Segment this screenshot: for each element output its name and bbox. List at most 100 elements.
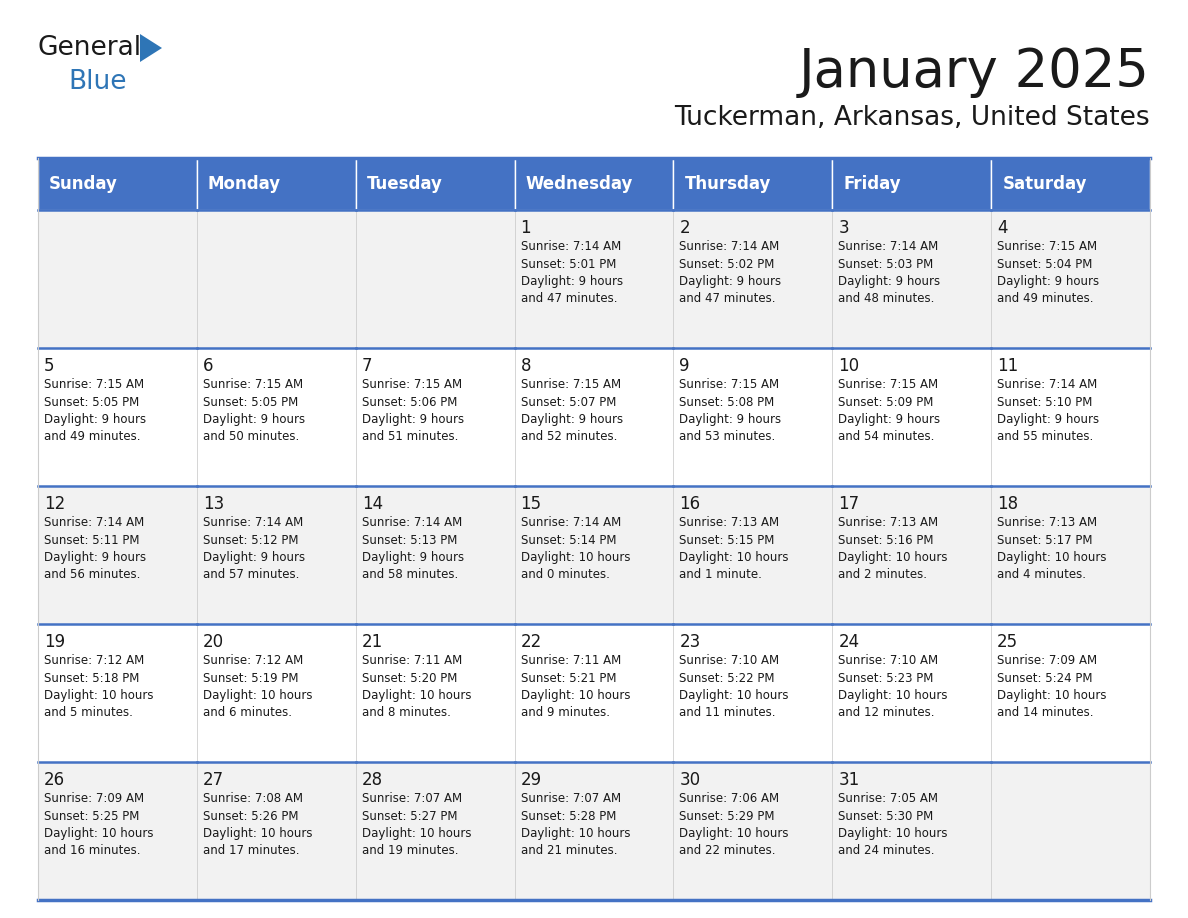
Bar bbox=[674, 624, 833, 762]
Text: Sunrise: 7:15 AM
Sunset: 5:07 PM
Daylight: 9 hours
and 52 minutes.: Sunrise: 7:15 AM Sunset: 5:07 PM Dayligh… bbox=[520, 378, 623, 443]
Text: 3: 3 bbox=[839, 219, 849, 237]
Text: Friday: Friday bbox=[843, 175, 901, 193]
Text: 16: 16 bbox=[680, 495, 701, 513]
Text: 30: 30 bbox=[680, 771, 701, 789]
Bar bbox=[197, 486, 355, 624]
Text: 9: 9 bbox=[680, 357, 690, 375]
Bar bbox=[991, 624, 1150, 762]
Bar bbox=[197, 762, 355, 900]
Bar bbox=[514, 158, 674, 210]
Text: 14: 14 bbox=[361, 495, 383, 513]
Text: Sunrise: 7:05 AM
Sunset: 5:30 PM
Daylight: 10 hours
and 24 minutes.: Sunrise: 7:05 AM Sunset: 5:30 PM Dayligh… bbox=[839, 792, 948, 857]
Text: 26: 26 bbox=[44, 771, 65, 789]
Bar bbox=[355, 210, 514, 348]
Text: 6: 6 bbox=[203, 357, 214, 375]
Text: Sunrise: 7:07 AM
Sunset: 5:28 PM
Daylight: 10 hours
and 21 minutes.: Sunrise: 7:07 AM Sunset: 5:28 PM Dayligh… bbox=[520, 792, 630, 857]
Text: 17: 17 bbox=[839, 495, 859, 513]
Text: 7: 7 bbox=[361, 357, 372, 375]
Bar bbox=[674, 762, 833, 900]
Text: 12: 12 bbox=[44, 495, 65, 513]
Text: Sunrise: 7:14 AM
Sunset: 5:01 PM
Daylight: 9 hours
and 47 minutes.: Sunrise: 7:14 AM Sunset: 5:01 PM Dayligh… bbox=[520, 240, 623, 306]
Bar bbox=[991, 158, 1150, 210]
Text: Sunrise: 7:12 AM
Sunset: 5:18 PM
Daylight: 10 hours
and 5 minutes.: Sunrise: 7:12 AM Sunset: 5:18 PM Dayligh… bbox=[44, 654, 153, 720]
Text: Sunrise: 7:13 AM
Sunset: 5:16 PM
Daylight: 10 hours
and 2 minutes.: Sunrise: 7:13 AM Sunset: 5:16 PM Dayligh… bbox=[839, 516, 948, 581]
Text: 2: 2 bbox=[680, 219, 690, 237]
Bar bbox=[38, 486, 197, 624]
Bar bbox=[38, 624, 197, 762]
Text: Tuesday: Tuesday bbox=[367, 175, 443, 193]
Text: 21: 21 bbox=[361, 633, 383, 651]
Text: 23: 23 bbox=[680, 633, 701, 651]
Text: 29: 29 bbox=[520, 771, 542, 789]
Text: Sunrise: 7:11 AM
Sunset: 5:20 PM
Daylight: 10 hours
and 8 minutes.: Sunrise: 7:11 AM Sunset: 5:20 PM Dayligh… bbox=[361, 654, 472, 720]
Text: Sunrise: 7:15 AM
Sunset: 5:05 PM
Daylight: 9 hours
and 49 minutes.: Sunrise: 7:15 AM Sunset: 5:05 PM Dayligh… bbox=[44, 378, 146, 443]
Text: 25: 25 bbox=[997, 633, 1018, 651]
Text: 28: 28 bbox=[361, 771, 383, 789]
Text: Wednesday: Wednesday bbox=[526, 175, 633, 193]
Bar bbox=[674, 348, 833, 486]
Bar bbox=[355, 624, 514, 762]
Text: 11: 11 bbox=[997, 357, 1018, 375]
Bar bbox=[38, 210, 197, 348]
Text: Sunrise: 7:07 AM
Sunset: 5:27 PM
Daylight: 10 hours
and 19 minutes.: Sunrise: 7:07 AM Sunset: 5:27 PM Dayligh… bbox=[361, 792, 472, 857]
Text: 5: 5 bbox=[44, 357, 55, 375]
Bar bbox=[833, 624, 991, 762]
Bar bbox=[514, 486, 674, 624]
Text: Sunday: Sunday bbox=[49, 175, 118, 193]
Text: Sunrise: 7:13 AM
Sunset: 5:15 PM
Daylight: 10 hours
and 1 minute.: Sunrise: 7:13 AM Sunset: 5:15 PM Dayligh… bbox=[680, 516, 789, 581]
Bar bbox=[514, 210, 674, 348]
Text: Blue: Blue bbox=[68, 69, 126, 95]
Bar bbox=[833, 210, 991, 348]
Text: 8: 8 bbox=[520, 357, 531, 375]
Text: Monday: Monday bbox=[208, 175, 282, 193]
Text: Saturday: Saturday bbox=[1003, 175, 1087, 193]
Text: Sunrise: 7:10 AM
Sunset: 5:23 PM
Daylight: 10 hours
and 12 minutes.: Sunrise: 7:10 AM Sunset: 5:23 PM Dayligh… bbox=[839, 654, 948, 720]
Text: 15: 15 bbox=[520, 495, 542, 513]
Text: Sunrise: 7:13 AM
Sunset: 5:17 PM
Daylight: 10 hours
and 4 minutes.: Sunrise: 7:13 AM Sunset: 5:17 PM Dayligh… bbox=[997, 516, 1107, 581]
Bar bbox=[833, 762, 991, 900]
Text: 4: 4 bbox=[997, 219, 1007, 237]
Bar bbox=[991, 210, 1150, 348]
Bar bbox=[38, 762, 197, 900]
Text: 22: 22 bbox=[520, 633, 542, 651]
Bar bbox=[355, 486, 514, 624]
Text: Sunrise: 7:12 AM
Sunset: 5:19 PM
Daylight: 10 hours
and 6 minutes.: Sunrise: 7:12 AM Sunset: 5:19 PM Dayligh… bbox=[203, 654, 312, 720]
Text: Sunrise: 7:09 AM
Sunset: 5:24 PM
Daylight: 10 hours
and 14 minutes.: Sunrise: 7:09 AM Sunset: 5:24 PM Dayligh… bbox=[997, 654, 1107, 720]
Bar bbox=[833, 348, 991, 486]
Polygon shape bbox=[140, 34, 162, 62]
Text: 18: 18 bbox=[997, 495, 1018, 513]
Bar bbox=[197, 348, 355, 486]
Bar bbox=[674, 486, 833, 624]
Bar bbox=[197, 158, 355, 210]
Bar bbox=[38, 348, 197, 486]
Text: Sunrise: 7:11 AM
Sunset: 5:21 PM
Daylight: 10 hours
and 9 minutes.: Sunrise: 7:11 AM Sunset: 5:21 PM Dayligh… bbox=[520, 654, 630, 720]
Text: Sunrise: 7:09 AM
Sunset: 5:25 PM
Daylight: 10 hours
and 16 minutes.: Sunrise: 7:09 AM Sunset: 5:25 PM Dayligh… bbox=[44, 792, 153, 857]
Bar bbox=[514, 348, 674, 486]
Text: Sunrise: 7:06 AM
Sunset: 5:29 PM
Daylight: 10 hours
and 22 minutes.: Sunrise: 7:06 AM Sunset: 5:29 PM Dayligh… bbox=[680, 792, 789, 857]
Text: Sunrise: 7:08 AM
Sunset: 5:26 PM
Daylight: 10 hours
and 17 minutes.: Sunrise: 7:08 AM Sunset: 5:26 PM Dayligh… bbox=[203, 792, 312, 857]
Text: Sunrise: 7:15 AM
Sunset: 5:04 PM
Daylight: 9 hours
and 49 minutes.: Sunrise: 7:15 AM Sunset: 5:04 PM Dayligh… bbox=[997, 240, 1099, 306]
Bar bbox=[197, 624, 355, 762]
Text: Sunrise: 7:14 AM
Sunset: 5:03 PM
Daylight: 9 hours
and 48 minutes.: Sunrise: 7:14 AM Sunset: 5:03 PM Dayligh… bbox=[839, 240, 941, 306]
Text: 10: 10 bbox=[839, 357, 859, 375]
Bar bbox=[674, 158, 833, 210]
Text: General: General bbox=[38, 35, 143, 61]
Bar bbox=[674, 210, 833, 348]
Text: 19: 19 bbox=[44, 633, 65, 651]
Bar bbox=[38, 158, 197, 210]
Text: January 2025: January 2025 bbox=[800, 46, 1150, 98]
Text: Sunrise: 7:10 AM
Sunset: 5:22 PM
Daylight: 10 hours
and 11 minutes.: Sunrise: 7:10 AM Sunset: 5:22 PM Dayligh… bbox=[680, 654, 789, 720]
Bar bbox=[833, 158, 991, 210]
Text: Sunrise: 7:14 AM
Sunset: 5:13 PM
Daylight: 9 hours
and 58 minutes.: Sunrise: 7:14 AM Sunset: 5:13 PM Dayligh… bbox=[361, 516, 463, 581]
Bar bbox=[833, 486, 991, 624]
Text: Sunrise: 7:15 AM
Sunset: 5:09 PM
Daylight: 9 hours
and 54 minutes.: Sunrise: 7:15 AM Sunset: 5:09 PM Dayligh… bbox=[839, 378, 941, 443]
Text: Sunrise: 7:14 AM
Sunset: 5:10 PM
Daylight: 9 hours
and 55 minutes.: Sunrise: 7:14 AM Sunset: 5:10 PM Dayligh… bbox=[997, 378, 1099, 443]
Text: 1: 1 bbox=[520, 219, 531, 237]
Text: Sunrise: 7:14 AM
Sunset: 5:14 PM
Daylight: 10 hours
and 0 minutes.: Sunrise: 7:14 AM Sunset: 5:14 PM Dayligh… bbox=[520, 516, 630, 581]
Text: 13: 13 bbox=[203, 495, 225, 513]
Text: 27: 27 bbox=[203, 771, 225, 789]
Bar bbox=[355, 762, 514, 900]
Bar bbox=[514, 762, 674, 900]
Text: 31: 31 bbox=[839, 771, 860, 789]
Text: 24: 24 bbox=[839, 633, 859, 651]
